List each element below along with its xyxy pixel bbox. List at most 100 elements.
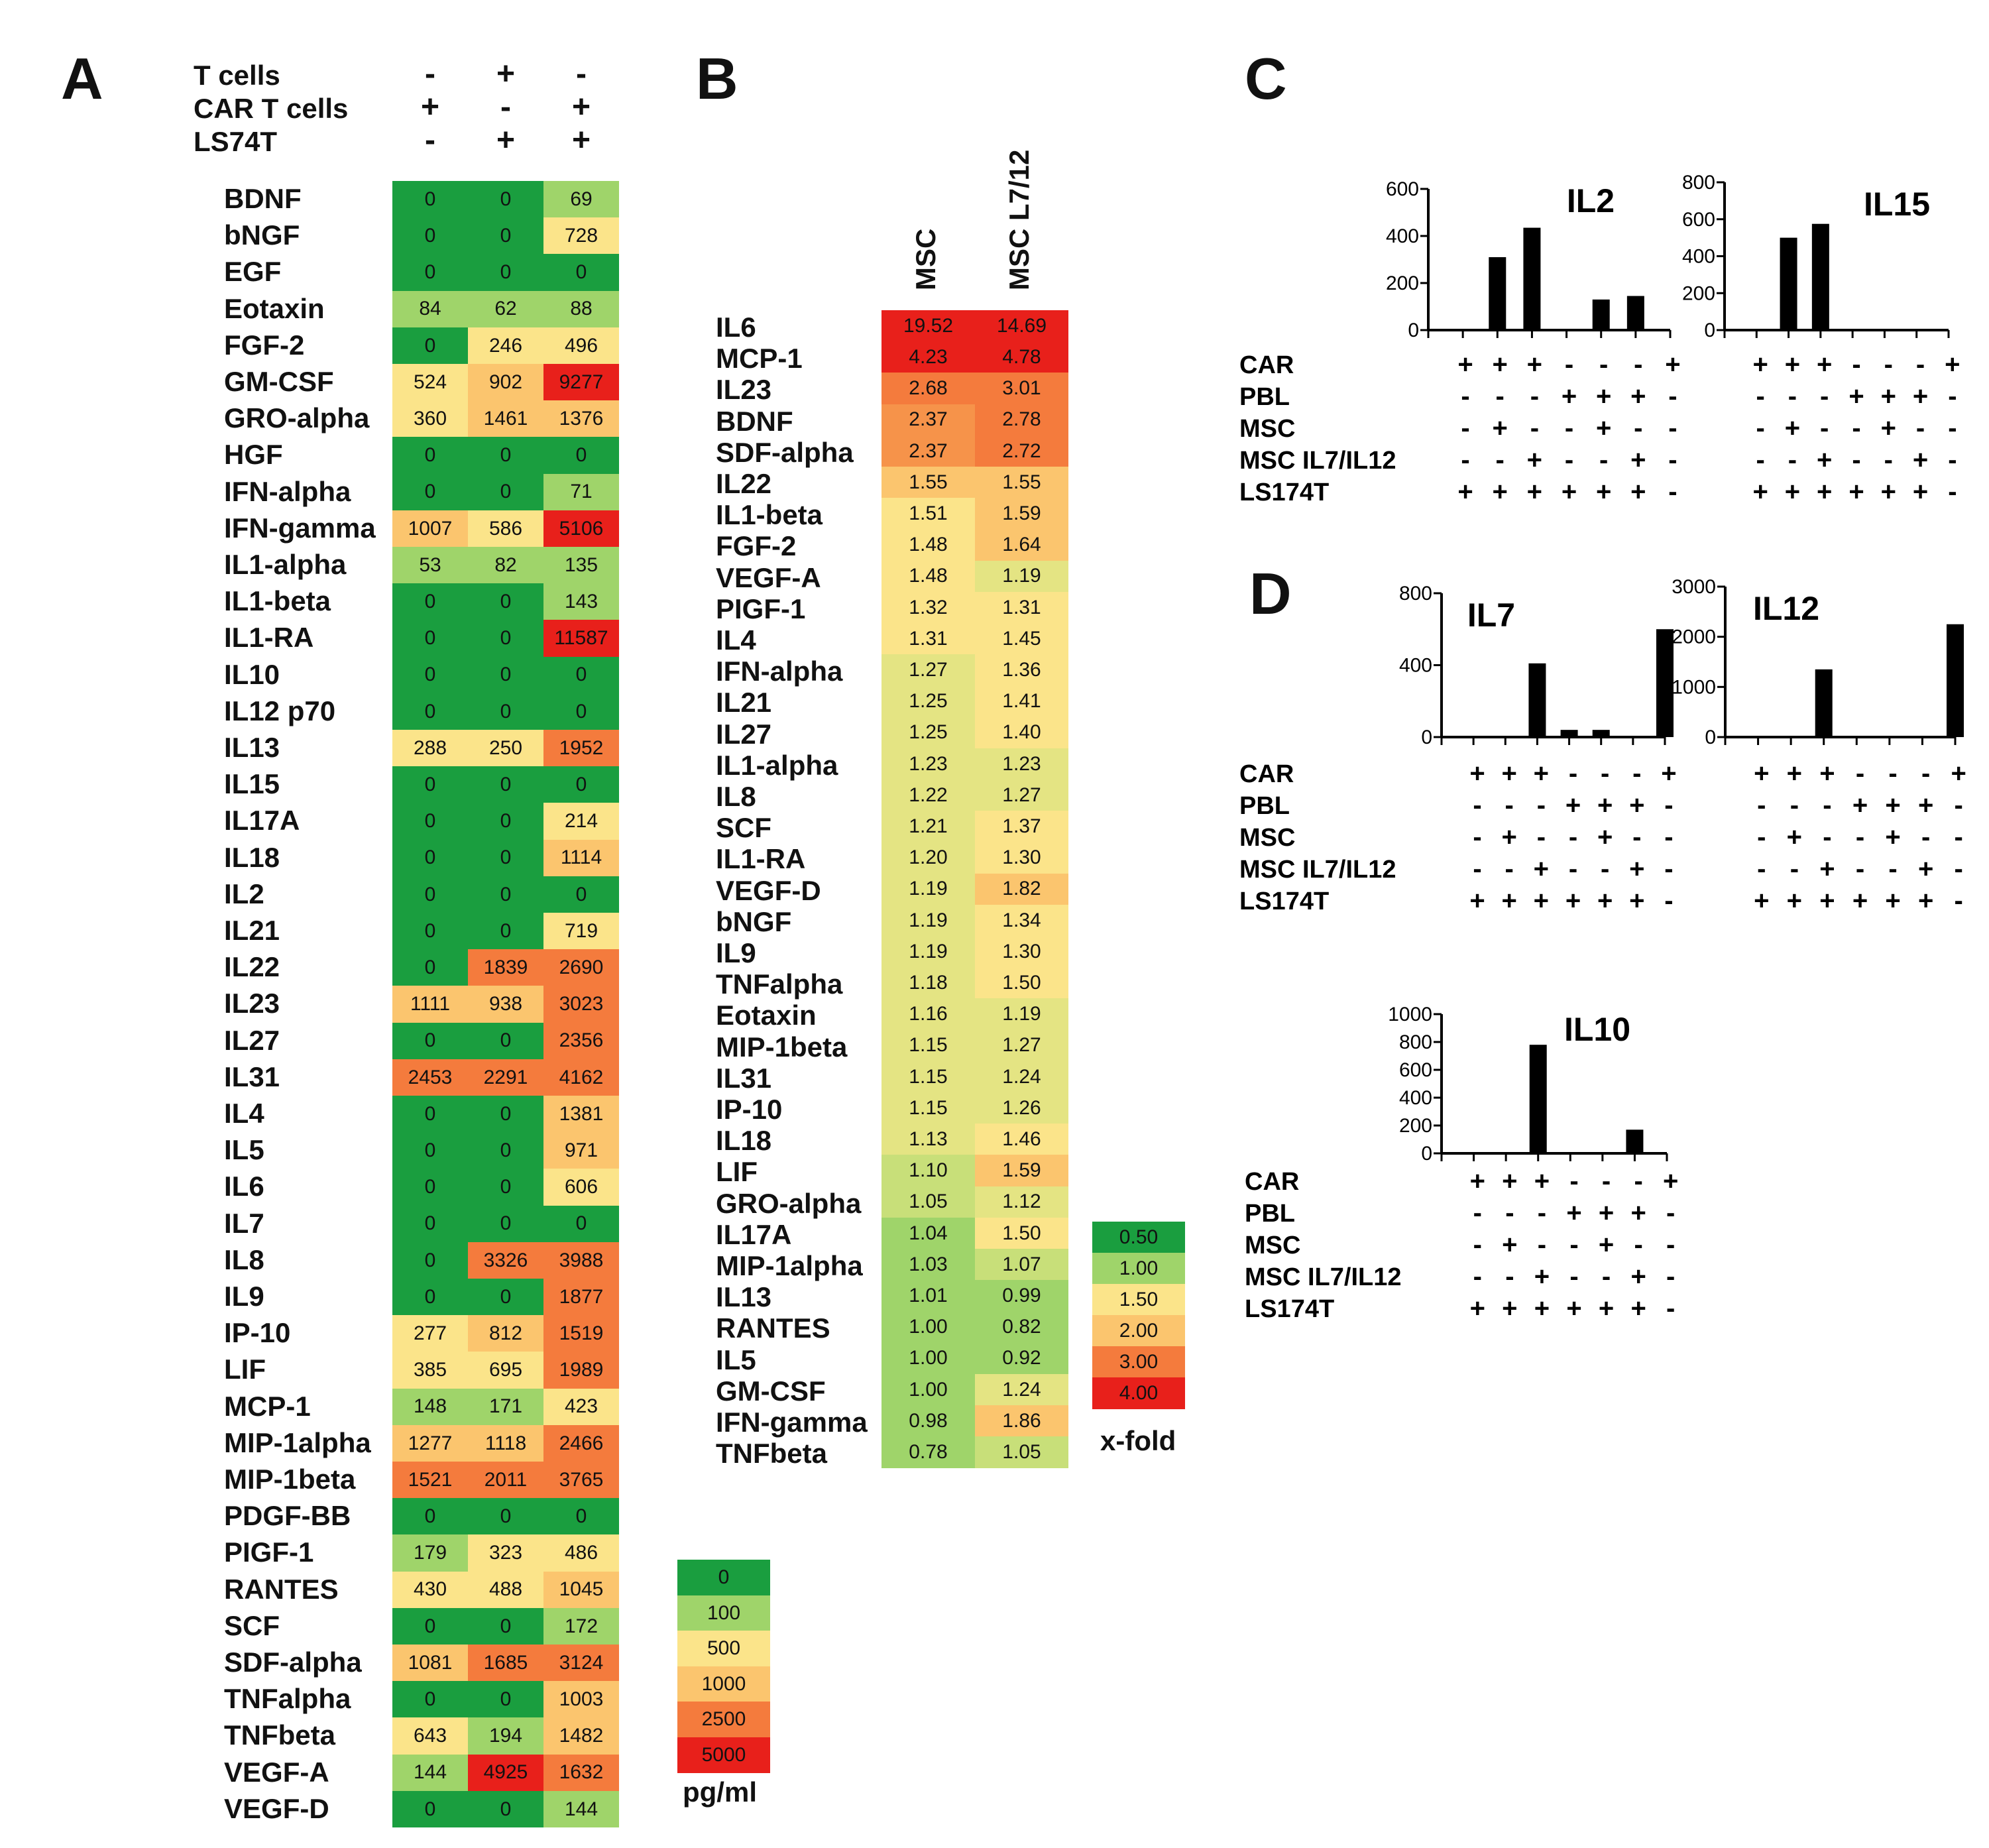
heatmap-cell: 1.19 (881, 936, 975, 968)
panel-letter-c: C (1245, 46, 1287, 111)
panel-letter-a: A (61, 46, 103, 111)
condition-sign: - (1823, 791, 1831, 820)
row-label: IFN-alpha (224, 475, 351, 507)
row-label: bNGF (716, 905, 792, 937)
condition-sign: + (1534, 1167, 1550, 1196)
bar (1947, 624, 1964, 737)
heatmap-cell: 1.36 (975, 654, 1068, 686)
condition-sign: - (1666, 1294, 1675, 1323)
heatmap-cell: 1.19 (881, 873, 975, 905)
condition-sign: - (1664, 823, 1673, 852)
heatmap-cell: 1.19 (975, 998, 1068, 1031)
row-label: IL31 (224, 1061, 280, 1092)
heatmap-cell: 1.05 (881, 1186, 975, 1218)
condition-sign: - (425, 56, 435, 91)
condition-sign: + (1527, 445, 1542, 475)
row-label: IL18 (716, 1125, 772, 1157)
row-label: IL9 (716, 937, 756, 968)
condition-sign: + (1630, 382, 1646, 411)
condition-sign: + (1565, 791, 1581, 820)
condition-sign: - (1634, 1167, 1642, 1196)
heatmap-cell: 1.31 (975, 591, 1068, 624)
condition-sign: - (1473, 823, 1481, 852)
heatmap-cell: 0 (468, 254, 543, 292)
heatmap-cell: 0 (392, 327, 468, 365)
heatmap-cell: 0 (392, 656, 468, 694)
condition-sign: + (1848, 382, 1864, 411)
heatmap-cell: 4162 (543, 1059, 619, 1096)
heatmap-cell: 148 (392, 1388, 468, 1426)
condition-sign: + (1597, 823, 1613, 852)
condition-sign: - (1666, 1198, 1675, 1228)
heatmap-cell: 0 (468, 766, 543, 803)
condition-sign: + (1819, 759, 1835, 788)
condition-sign: - (1668, 445, 1677, 475)
heatmap-cell: 172 (543, 1607, 619, 1645)
heatmap-cell: 1.51 (881, 498, 975, 530)
condition-sign: + (1913, 477, 1928, 506)
condition-sign: + (1881, 477, 1896, 506)
heatmap-cell: 1114 (543, 839, 619, 877)
heatmap-cell: 0 (543, 656, 619, 694)
heatmap-cell: 277 (392, 1315, 468, 1352)
condition-sign: + (1566, 1294, 1581, 1323)
row-label: IL7 (224, 1207, 264, 1239)
heatmap-cell: 0 (392, 437, 468, 475)
row-label: MCP-1 (716, 343, 803, 375)
chart-title: IL12 (1753, 590, 1819, 627)
condition-sign: + (1596, 414, 1611, 443)
condition-label: CAR (1239, 760, 1294, 788)
heatmap-cell: 1482 (543, 1717, 619, 1755)
row-label: IL15 (224, 768, 280, 800)
legend-cell: 3.00 (1092, 1346, 1185, 1378)
heatmap-cell: 1519 (543, 1315, 619, 1352)
heatmap-cell: 4.78 (975, 341, 1068, 373)
heatmap-cell: 606 (543, 1169, 619, 1206)
condition-sign: + (1502, 759, 1517, 788)
heatmap-cell: 1.23 (975, 748, 1068, 780)
condition-sign: + (1534, 759, 1549, 788)
y-tick-label: 400 (1399, 655, 1432, 677)
row-label: TNFalpha (224, 1683, 351, 1715)
heatmap-cell: 2466 (543, 1424, 619, 1462)
row-label: GM-CSF (716, 1375, 826, 1407)
heatmap-cell: 1.27 (881, 654, 975, 686)
row-label: IL21 (716, 687, 772, 719)
condition-sign: + (1629, 791, 1644, 820)
y-tick-label: 0 (1704, 319, 1715, 341)
heatmap-cell: 0 (392, 1242, 468, 1279)
condition-sign: + (1951, 759, 1966, 788)
heatmap-cell: 3765 (543, 1462, 619, 1499)
condition-sign: + (1470, 1294, 1485, 1323)
heatmap-cell: 0 (468, 803, 543, 840)
heatmap-cell: 0 (468, 693, 543, 730)
condition-sign: - (1538, 1230, 1546, 1259)
heatmap-cell: 1685 (468, 1645, 543, 1682)
condition-sign: - (1916, 414, 1925, 443)
condition-sign: - (1856, 759, 1864, 788)
y-tick-label: 200 (1386, 272, 1419, 294)
row-label: VEGF-A (224, 1756, 329, 1788)
row-label: IL1-beta (224, 585, 331, 617)
y-tick-label: 800 (1399, 1031, 1432, 1053)
heatmap-cell: 3124 (543, 1645, 619, 1682)
condition-sign: - (1565, 414, 1573, 443)
y-tick-label: 1000 (1388, 1004, 1432, 1025)
heatmap-cell: 0 (392, 620, 468, 658)
condition-sign: + (1534, 886, 1549, 915)
y-tick-label: 2000 (1672, 626, 1716, 648)
heatmap-cell: 0 (543, 437, 619, 475)
condition-sign: + (1562, 382, 1577, 411)
heatmap-cell: 1.48 (881, 529, 975, 561)
condition-sign: - (1569, 1262, 1578, 1291)
condition-sign: + (1817, 350, 1832, 379)
legend-caption: pg/ml (683, 1776, 757, 1808)
row-label: BDNF (716, 405, 793, 437)
heatmap-cell: 0 (468, 656, 543, 694)
chart-title: IL2 (1567, 182, 1615, 219)
heatmap-cell: 1081 (392, 1645, 468, 1682)
condition-sign: - (1664, 791, 1673, 820)
row-label: IL27 (716, 718, 772, 750)
row-label: SCF (224, 1609, 280, 1641)
heatmap-cell: 0 (392, 1022, 468, 1060)
